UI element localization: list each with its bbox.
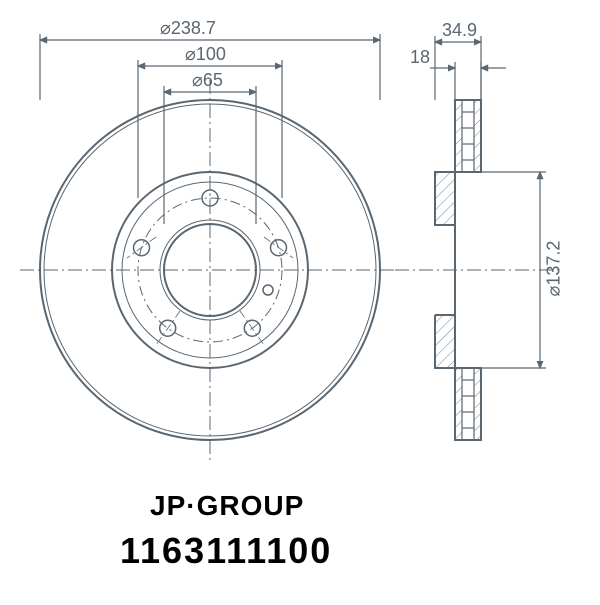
locator-hole	[263, 285, 273, 295]
side-view	[395, 100, 560, 440]
outer-diameter-circle	[40, 100, 380, 440]
dim-center-bore: ⌀65	[192, 70, 223, 91]
dim-bolt-circle: ⌀100	[185, 44, 226, 65]
front-view	[20, 80, 400, 460]
part-number-label: 1163111100	[120, 530, 332, 572]
dim-hub-diameter: ⌀137.2	[543, 241, 564, 297]
brand-label: JP·GROUP	[150, 490, 304, 522]
dim-hub-height: 34.9	[442, 20, 477, 41]
dim-outer-diameter: ⌀238.7	[160, 18, 216, 39]
dimension-lines	[40, 34, 546, 368]
technical-drawing: ⌀238.7 ⌀100 ⌀65 34.9 18 ⌀137.2 JP·GROUP …	[0, 0, 600, 600]
dim-thickness: 18	[410, 47, 430, 68]
